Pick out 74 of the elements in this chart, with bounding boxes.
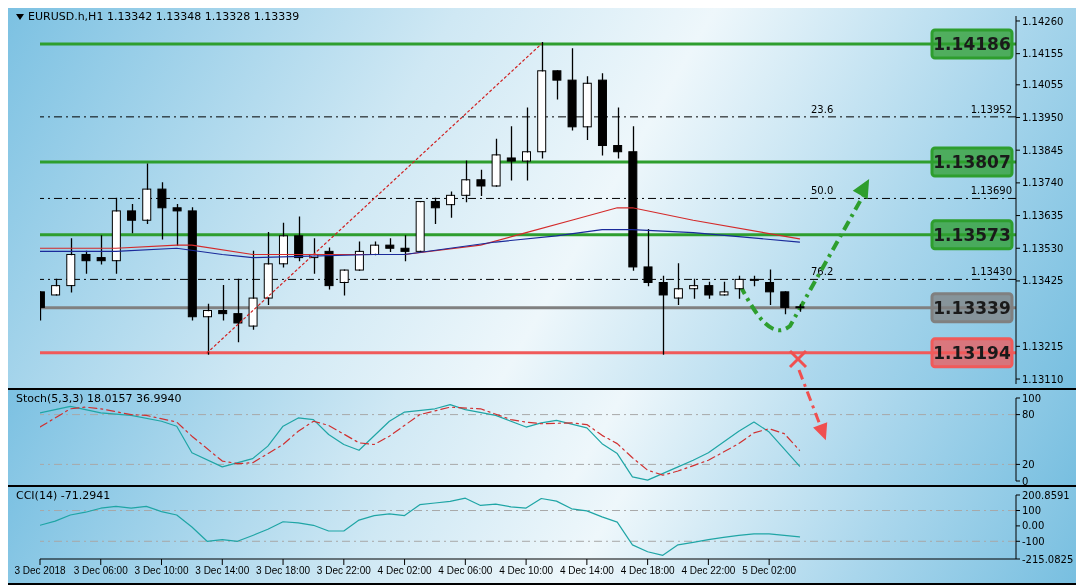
annotation: 50.0	[811, 185, 834, 197]
y-tick-label: 100	[1022, 505, 1042, 517]
y-tick-label: 1.13950	[1022, 112, 1064, 124]
candlestick	[552, 70, 562, 100]
candlestick	[203, 303, 212, 355]
candlestick	[780, 291, 790, 315]
y-tick-label: -100	[1022, 535, 1045, 547]
y-tick-label: 1.14260	[1022, 15, 1064, 27]
price-tag: 1.13807	[930, 146, 1014, 178]
price-tag: 1.13339	[930, 292, 1014, 324]
y-tick-label: 1.13425	[1022, 275, 1064, 287]
y-tick-label: 1.13215	[1022, 340, 1064, 352]
candlestick	[172, 204, 182, 246]
chart-title: CCI(14) -71.2941	[16, 489, 111, 502]
candlestick	[506, 126, 516, 181]
x-tick-label: 4 Dec 02:00	[377, 565, 432, 577]
y-tick-label: 200.8591	[1022, 489, 1070, 501]
ref-line-label: 1.13339	[933, 297, 1011, 318]
y-tick-label: 0	[1022, 475, 1029, 487]
y-tick-label: 20	[1022, 458, 1035, 470]
candlestick	[385, 238, 395, 253]
y-tick-label: 1.13530	[1022, 242, 1064, 254]
x-tick-label: 4 Dec 22:00	[681, 565, 736, 577]
x-tick-label: 3 Dec 06:00	[73, 565, 129, 577]
candlestick	[127, 204, 137, 234]
price-tag: 1.13573	[930, 219, 1014, 251]
y-tick-label: 80	[1022, 409, 1035, 421]
candlestick	[294, 216, 304, 262]
candlestick	[354, 241, 364, 271]
annotation: 23.6	[811, 103, 834, 115]
x-tick-label: 4 Dec 10:00	[499, 565, 554, 577]
x-tick-label: 4 Dec 14:00	[559, 565, 615, 577]
ref-line-label: 1.13573	[933, 224, 1011, 245]
y-tick-label: 1.13740	[1022, 177, 1064, 189]
candlestick	[278, 222, 288, 268]
ref-line-label: 1.13194	[933, 342, 1011, 363]
candlestick	[491, 138, 501, 187]
y-tick-label: 1.14055	[1022, 79, 1064, 91]
candlestick	[704, 281, 714, 299]
y-tick-label: 1.13635	[1022, 210, 1064, 222]
y-tick-label: 1.14155	[1022, 48, 1064, 60]
candlestick	[719, 281, 729, 296]
chart-title: EURUSD.h,H1 1.13342 1.13348 1.13328 1.13339	[28, 10, 300, 23]
y-tick-label: -215.0825	[1022, 553, 1074, 565]
x-tick-label: 4 Dec 06:00	[438, 565, 493, 577]
candlestick	[96, 235, 106, 265]
ref-line-label: 1.13807	[933, 152, 1011, 173]
price-tag: 1.14186	[930, 28, 1014, 60]
candlestick	[218, 284, 228, 321]
candlestick	[415, 201, 425, 252]
ref-line-label: 1.13952	[970, 103, 1012, 115]
x-tick-label: 5 Dec 02:00	[742, 565, 797, 577]
candlestick	[370, 241, 380, 255]
annotation: 76.2	[811, 266, 834, 278]
price-tag: 1.13194	[930, 337, 1014, 369]
x-tick-label: 4 Dec 18:00	[620, 565, 676, 577]
candlestick	[400, 235, 410, 262]
candlestick	[795, 304, 805, 312]
x-tick-label: 3 Dec 10:00	[134, 565, 189, 577]
y-tick-label: 0.00	[1022, 520, 1045, 532]
candlestick	[324, 247, 334, 290]
y-tick-label: 100	[1022, 392, 1042, 404]
x-tick-label: 3 Dec 14:00	[195, 565, 250, 577]
ref-line-label: 1.13430	[970, 266, 1012, 278]
x-tick-label: 3 Dec 18:00	[256, 565, 311, 577]
chart-title: Stoch(5,3,3) 18.0157 36.9940	[16, 392, 182, 405]
x-tick-label: 3 Dec 2018	[14, 565, 67, 577]
line-series	[40, 228, 801, 259]
x-tick-label: 3 Dec 22:00	[316, 565, 372, 577]
y-tick-label: 1.13110	[1022, 373, 1064, 385]
ref-line-label: 1.13690	[970, 185, 1012, 197]
y-tick-label: 1.13845	[1022, 144, 1064, 156]
candlestick	[476, 169, 486, 196]
ref-line-label: 1.14186	[933, 34, 1011, 55]
